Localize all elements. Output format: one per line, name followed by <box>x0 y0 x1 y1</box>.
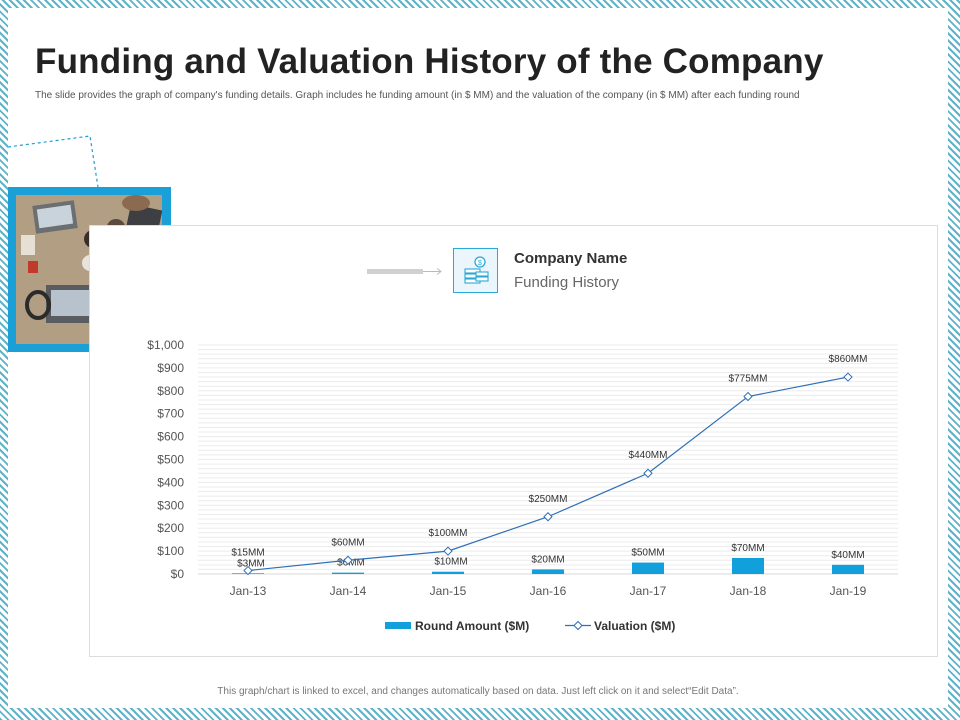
page-subtitle: The slide provides the graph of company'… <box>35 90 800 101</box>
valuation-point <box>243 565 253 576</box>
y-axis-ticks: $0 $100 $200 $300 $400 $500 $600 $700 $800 $900 $1… <box>147 338 184 581</box>
bar-data-label: $40MM <box>831 550 864 561</box>
bar-data-label: $70MM <box>731 543 764 554</box>
bar-round-amount <box>432 571 464 574</box>
valuation-point <box>643 468 653 478</box>
y-tick-label: $400 <box>157 475 184 489</box>
legend-label-valuation: Valuation ($M) <box>594 619 675 633</box>
valuation-point <box>843 372 853 382</box>
bar-round-amount <box>832 564 864 574</box>
y-tick-label: $600 <box>157 430 184 444</box>
bar-round-amount <box>332 572 364 574</box>
y-tick-label: $800 <box>157 384 184 398</box>
bar-round-amount <box>532 569 564 574</box>
y-tick-label: $300 <box>157 498 184 512</box>
grid-layer <box>198 344 898 575</box>
funding-history-label: Funding History <box>514 274 620 291</box>
valuation-data-label: $250MM <box>529 494 568 505</box>
y-tick-label: $700 <box>157 407 184 421</box>
y-tick-label: $0 <box>171 567 185 581</box>
legend: Round Amount ($M) Valuation ($M) <box>385 619 675 633</box>
x-tick-label: Jan-19 <box>830 584 867 598</box>
bar-round-amount <box>632 562 664 574</box>
x-axis-ticks: Jan-13 Jan-14 Jan-15 Jan-16 Jan-17 Jan-18 Jan-… <box>230 584 867 598</box>
x-tick-label: Jan-13 <box>230 584 267 598</box>
bar-data-label: $3MM <box>237 558 265 569</box>
valuation-data-label: $60MM <box>331 537 364 548</box>
x-tick-label: Jan-15 <box>430 584 467 598</box>
x-tick-label: Jan-18 <box>730 584 767 598</box>
valuation-point <box>543 512 553 522</box>
legend-marker-valuation <box>573 620 583 631</box>
footer-note: This graph/chart is linked to excel, and… <box>217 686 739 697</box>
x-tick-label: Jan-14 <box>330 584 367 598</box>
legend-swatch-round-amount <box>385 622 411 629</box>
valuation-data-label: $15MM <box>231 548 264 559</box>
valuation-data-label: $860MM <box>829 354 868 365</box>
bar-data-label: $20MM <box>531 554 564 565</box>
line-series: $15MM $60MM $100MM $250MM $440MM $775MM $860MM <box>231 354 868 576</box>
y-tick-label: $1,000 <box>147 338 184 352</box>
y-tick-label: $200 <box>157 521 184 535</box>
valuation-point <box>443 546 453 556</box>
x-tick-label: Jan-16 <box>530 584 567 598</box>
slide: Funding and Valuation History of the Com… <box>8 8 948 708</box>
valuation-data-label: $775MM <box>729 374 768 385</box>
company-name: Company Name <box>514 250 628 267</box>
bar-round-amount <box>732 557 764 574</box>
svg-text:$: $ <box>478 260 482 267</box>
bar-data-label: $10MM <box>434 557 467 568</box>
valuation-point <box>343 555 353 565</box>
funding-chart: $0 $100 $200 $300 $400 $500 $600 $700 $800 $900 $1… <box>147 338 898 633</box>
header-arrow <box>367 268 442 275</box>
valuation-point <box>743 391 753 402</box>
x-tick-label: Jan-17 <box>630 584 667 598</box>
money-stack-icon: $ <box>453 248 498 293</box>
bar-series: $3MM $6MM $10MM $20MM $50MM $70MM $40MM <box>232 543 865 574</box>
y-tick-label: $500 <box>157 453 184 467</box>
y-tick-label: $100 <box>157 544 184 558</box>
legend-label-round-amount: Round Amount ($M) <box>415 619 529 633</box>
y-tick-label: $900 <box>157 361 184 375</box>
valuation-data-label: $100MM <box>429 528 468 539</box>
valuation-data-label: $440MM <box>629 450 668 461</box>
page-title: Funding and Valuation History of the Com… <box>35 42 824 81</box>
bar-data-label: $6MM <box>337 558 365 569</box>
bar-data-label: $50MM <box>631 548 664 559</box>
